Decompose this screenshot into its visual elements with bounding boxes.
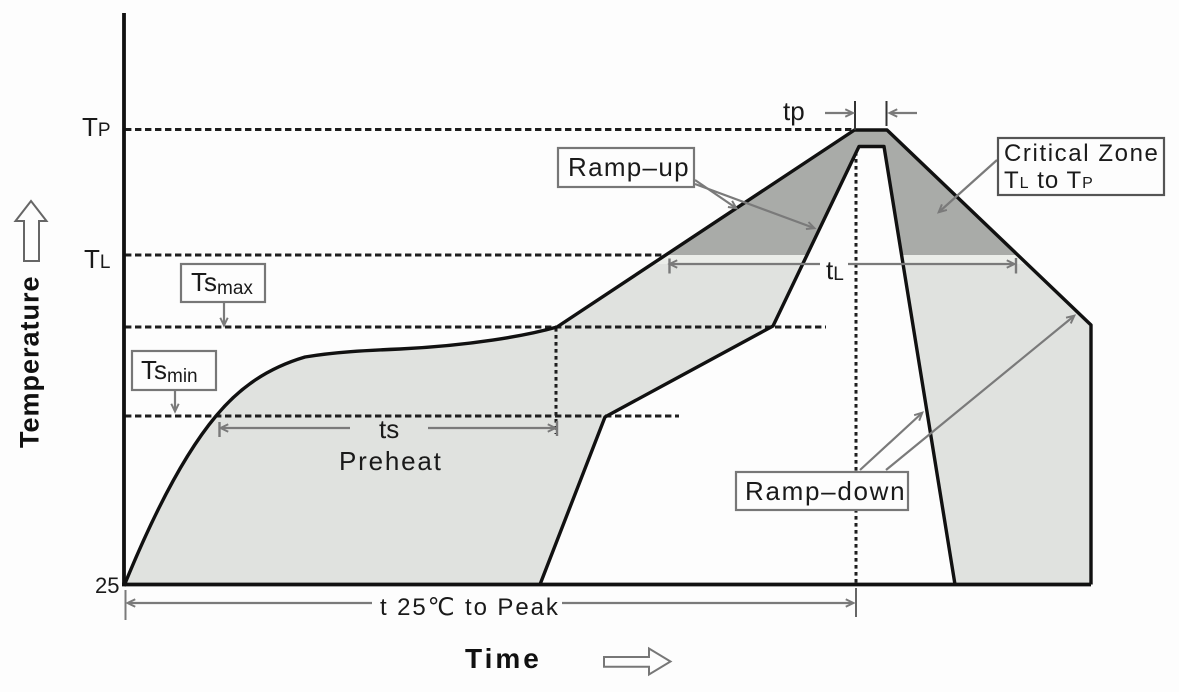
svg-text:tp: tp — [783, 96, 805, 126]
svg-text:Preheat: Preheat — [339, 446, 443, 476]
svg-text:ts: ts — [379, 414, 399, 444]
svg-text:Time: Time — [465, 643, 542, 674]
svg-text:Critical Zone: Critical Zone — [1004, 140, 1160, 167]
svg-text:25: 25 — [95, 573, 119, 598]
svg-text:Ramp–up: Ramp–up — [568, 152, 690, 182]
svg-text:TP: TP — [82, 112, 111, 142]
svg-text:Ramp–down: Ramp–down — [745, 476, 906, 506]
svg-text:Temperature: Temperature — [15, 275, 45, 448]
svg-text:t 25℃ to Peak: t 25℃ to Peak — [380, 594, 560, 621]
svg-text:TL to TP: TL to TP — [1004, 167, 1094, 194]
